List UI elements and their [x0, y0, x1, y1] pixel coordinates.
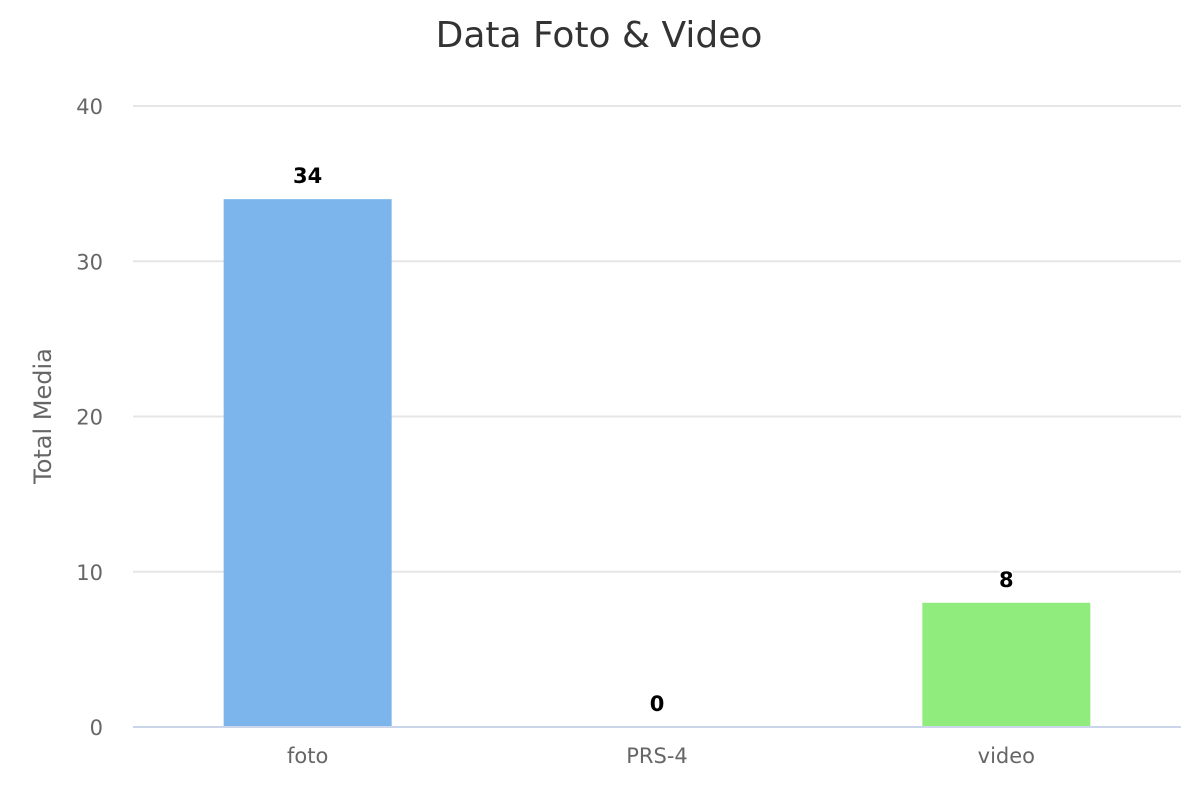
x-axis-ticks: foto PRS-4 video	[287, 744, 1035, 768]
x-tick-label: foto	[287, 744, 328, 768]
y-axis-title: Total Media	[29, 348, 57, 485]
bars	[223, 199, 1091, 727]
y-tick-label: 30	[76, 250, 103, 274]
data-labels: 34 0 8	[291, 162, 1016, 718]
y-tick-label: 40	[76, 95, 103, 119]
y-tick-label: 10	[76, 561, 103, 585]
chart-title: Data Foto & Video	[436, 15, 763, 56]
x-tick-label: PRS-4	[626, 744, 688, 768]
data-label: 8	[999, 568, 1014, 592]
y-tick-label: 0	[90, 716, 103, 740]
bar-video	[922, 602, 1091, 727]
y-tick-label: 20	[76, 406, 103, 430]
y-axis-ticks: 0 10 20 30 40	[76, 95, 103, 740]
bar-foto	[223, 199, 392, 727]
x-tick-label: video	[978, 744, 1035, 768]
data-label: 0	[650, 692, 665, 716]
data-label: 34	[293, 164, 322, 188]
